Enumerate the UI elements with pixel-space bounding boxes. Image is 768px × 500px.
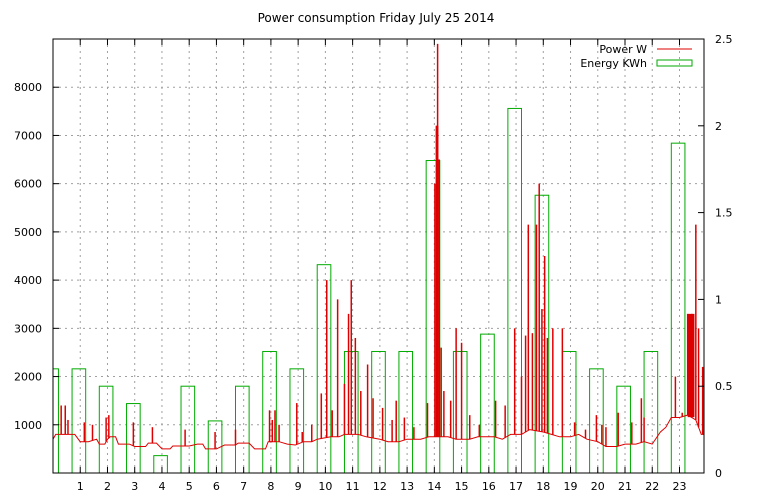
energy-bar — [180, 385, 196, 474]
energy-bar — [398, 350, 414, 474]
x-tick-label: 1 — [77, 480, 84, 493]
power-dense-block — [687, 313, 695, 418]
y-left-tick-label: 3000 — [14, 322, 42, 335]
legend-swatch-energy — [656, 59, 693, 67]
x-tick-label: 10 — [318, 480, 332, 493]
energy-bar — [670, 142, 686, 474]
x-tick-label: 13 — [400, 480, 414, 493]
power-series — [52, 43, 704, 450]
x-tick-label: 2 — [104, 480, 111, 493]
energy-bar — [153, 455, 168, 474]
y-left-tick-label: 2000 — [14, 371, 42, 384]
energy-bar — [234, 385, 250, 474]
x-tick-label: 4 — [158, 480, 165, 493]
y-right-tick-label: 0 — [715, 467, 722, 480]
x-tick-label: 11 — [346, 480, 360, 493]
y-right-tick-label: 0.5 — [715, 380, 733, 393]
grid-lines — [53, 39, 704, 473]
x-tick-label: 15 — [455, 480, 469, 493]
energy-bar — [52, 368, 59, 474]
y-left-tick-label: 5000 — [14, 226, 42, 239]
y-left-tick-label: 8000 — [14, 81, 42, 94]
power-dense-block — [435, 125, 439, 437]
x-tick-label: 9 — [295, 480, 302, 493]
energy-bar — [561, 350, 577, 474]
x-tick-label: 5 — [186, 480, 193, 493]
y-left-tick-label: 7000 — [14, 129, 42, 142]
x-tick-label: 17 — [509, 480, 523, 493]
x-tick-label: 3 — [131, 480, 138, 493]
y-right-tick-label: 2 — [715, 120, 722, 133]
x-tick-label: 21 — [618, 480, 632, 493]
x-tick-label: 20 — [591, 480, 605, 493]
chart-title: Power consumption Friday July 25 2014 — [258, 11, 495, 25]
legend: Power W Energy KWh — [580, 43, 693, 70]
x-tick-label: 7 — [240, 480, 247, 493]
axis-ticks: 1 2 3 4 5 6 7 8 9 10 11 12 13 14 15 16 17 18 19 20 21 22 23100… — [14, 33, 733, 493]
x-tick-label: 19 — [564, 480, 578, 493]
x-tick-label: 8 — [267, 480, 274, 493]
plot-frame — [52, 38, 705, 474]
legend-label-power: Power W — [599, 43, 647, 56]
y-left-tick-label: 4000 — [14, 274, 42, 287]
legend-label-energy: Energy KWh — [580, 57, 647, 70]
x-tick-label: 18 — [536, 480, 550, 493]
energy-bar — [71, 368, 87, 474]
energy-bar — [316, 264, 332, 474]
y-right-tick-label: 1.5 — [715, 207, 733, 220]
x-tick-label: 12 — [373, 480, 387, 493]
energy-bar — [643, 350, 659, 474]
x-tick-label: 22 — [645, 480, 659, 493]
y-left-tick-label: 1000 — [14, 419, 42, 432]
x-tick-label: 14 — [427, 480, 441, 493]
power-line — [52, 414, 704, 450]
y-left-tick-label: 6000 — [14, 178, 42, 191]
energy-bar — [480, 333, 495, 474]
x-tick-label: 23 — [672, 480, 686, 493]
y-right-tick-label: 1 — [715, 293, 722, 306]
x-tick-label: 16 — [482, 480, 496, 493]
energy-bars — [52, 107, 686, 474]
x-tick-label: 6 — [213, 480, 220, 493]
y-right-tick-label: 2.5 — [715, 33, 733, 46]
